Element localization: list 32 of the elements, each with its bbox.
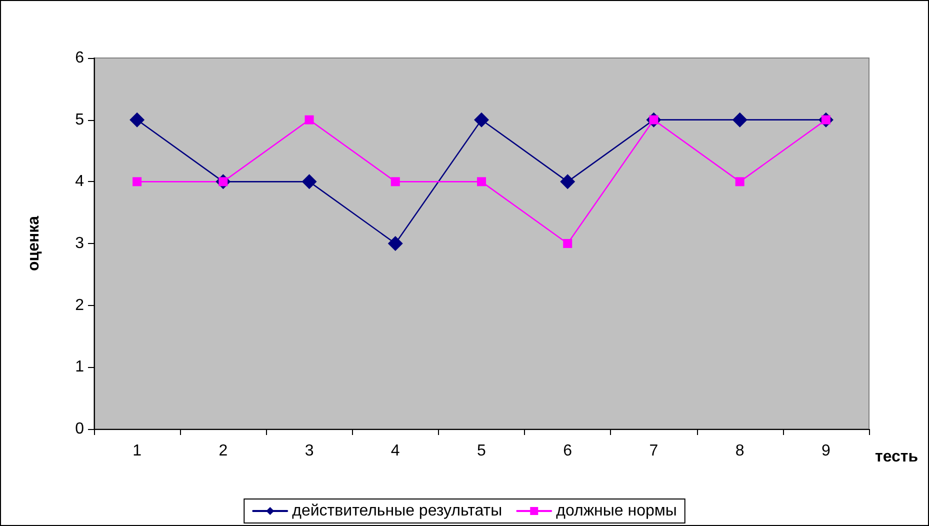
point bbox=[735, 177, 744, 186]
point bbox=[130, 112, 145, 128]
point bbox=[477, 177, 486, 186]
point bbox=[388, 236, 403, 251]
legend-label: должные нормы bbox=[556, 502, 677, 520]
x-axis-title: тесть bbox=[875, 448, 918, 466]
point bbox=[304, 115, 314, 124]
x-tick-label: 3 bbox=[304, 442, 314, 460]
x-tick-label: 2 bbox=[218, 442, 228, 460]
y-tick-label: 0 bbox=[75, 420, 84, 438]
x-tick-label: 5 bbox=[477, 442, 486, 460]
y-tick-label: 2 bbox=[75, 296, 84, 314]
x-tick-label: 4 bbox=[390, 442, 400, 460]
y-tick-label: 1 bbox=[75, 358, 84, 376]
point bbox=[132, 177, 142, 186]
x-tick-label: 6 bbox=[563, 442, 572, 460]
point bbox=[474, 112, 489, 128]
legend-label: действительные результаты bbox=[292, 502, 502, 520]
y-tick-label: 4 bbox=[75, 173, 84, 190]
point bbox=[390, 177, 400, 186]
y-axis-title: оценка bbox=[26, 216, 42, 272]
y-tick-label: 5 bbox=[75, 111, 84, 128]
x-tick-label: 9 bbox=[821, 442, 830, 460]
point bbox=[732, 112, 748, 128]
point bbox=[302, 174, 317, 190]
x-tick-label: 1 bbox=[132, 442, 142, 460]
point bbox=[560, 174, 576, 190]
y-tick-label: 3 bbox=[75, 235, 84, 252]
x-tick-label: 8 bbox=[735, 442, 744, 460]
point bbox=[563, 239, 572, 248]
x-tick-label: 7 bbox=[649, 442, 658, 460]
y-tick-label: 6 bbox=[75, 50, 84, 66]
